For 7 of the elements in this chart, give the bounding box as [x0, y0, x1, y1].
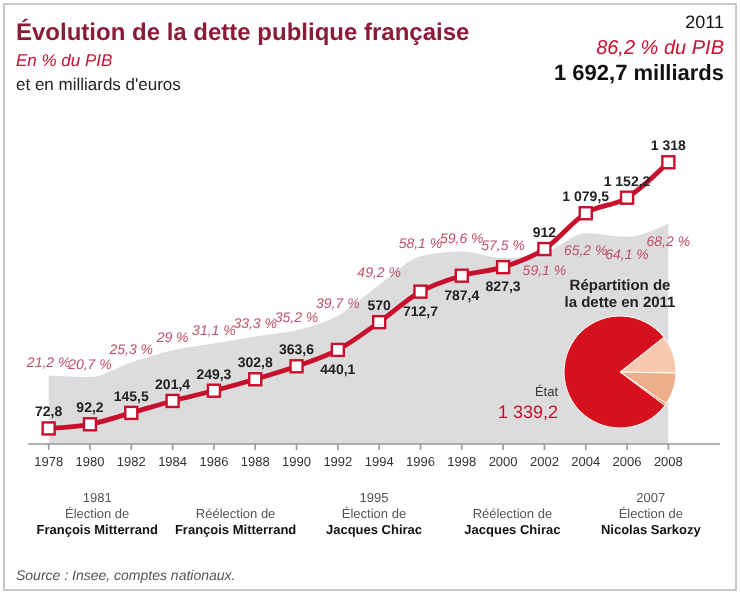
y2-axis-title: En % du PIB — [16, 50, 114, 70]
data-label: 1 339,2 — [497, 402, 558, 422]
text: 1 692,7 milliards — [554, 62, 724, 86]
y-axis-title: et en milliards d'euros — [16, 74, 181, 94]
text: 86,2 % du PIB — [596, 38, 725, 60]
chart-title: Évolution de la dette publique française — [16, 18, 471, 46]
text: 2011 — [685, 12, 724, 32]
